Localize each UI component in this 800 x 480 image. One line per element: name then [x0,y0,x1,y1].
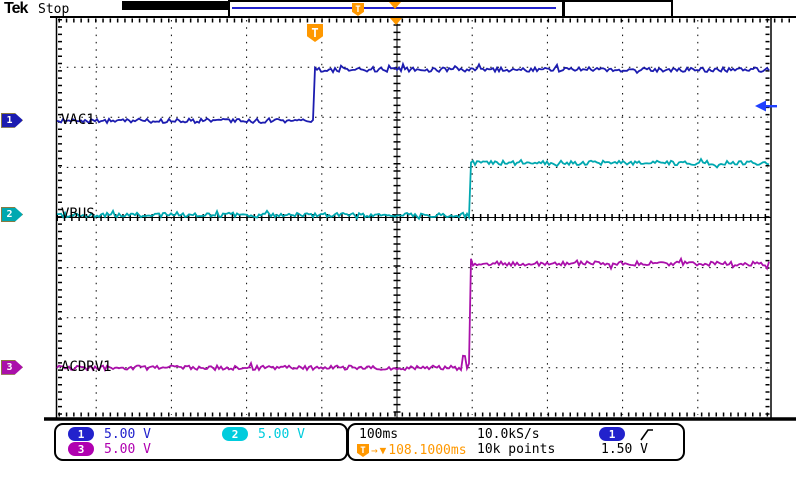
channel-3-marker: 3 [1,359,23,375]
channel-3-scale-badge: 3 [68,442,94,456]
trigger-level-value: 1.50 V [601,442,648,457]
delay-arrow-icon: → [371,444,378,457]
horizontal-trigger-readout-box: 100ms 10.0kS/s 1 T → ▼ 108.1000ms 10k point… [347,423,685,461]
channel-2-scale-badge: 2 [222,427,248,441]
record-view-right-box [563,0,673,18]
acquisition-status: Stop [38,2,70,17]
waveform-acdrv1 [56,256,770,373]
trigger-level-arrow-icon [755,100,777,112]
channel-2-label: VBUS [61,205,95,222]
trigger-delay-value: 108.1000ms [388,443,467,458]
channel-3-scale-value: 5.00 V [104,442,151,457]
trigger-position-flag-icon: T [307,24,323,42]
delay-trigger-flag-icon: T [357,444,369,457]
waveform-vac1 [56,61,770,125]
expansion-point-triangle-icon [390,18,402,25]
channel-1-label: VAC1 [61,111,95,128]
sample-rate-value: 10.0kS/s [477,427,540,442]
channel-2-marker: 2 [1,206,23,222]
channel-1-marker: 1 [1,112,23,128]
tek-logo: Tek [4,0,28,17]
record-length-value: 10k points [477,442,556,457]
channel-1-scale-value: 5.00 V [104,427,151,442]
channel-3-label: ACDRV1 [61,358,112,375]
trigger-slope-icon [640,429,653,441]
horizontal-scale-value: 100ms [359,427,399,442]
channel-1-scale-badge: 1 [68,427,94,441]
waveform-vbus [57,157,770,221]
record-expansion-triangle-icon [389,2,401,9]
record-trigger-flag-icon: T [352,3,364,16]
delay-triangle-icon: ▼ [379,444,387,457]
vertical-scale-readout-box: 1 5.00 V 2 5.00 V 3 5.00 V [54,423,348,461]
trigger-delay-readout: T → ▼ 108.1000ms [357,443,467,458]
trigger-source-badge: 1 [599,427,625,441]
channel-2-scale-value: 5.00 V [258,427,305,442]
record-view-left-segment [122,1,228,10]
